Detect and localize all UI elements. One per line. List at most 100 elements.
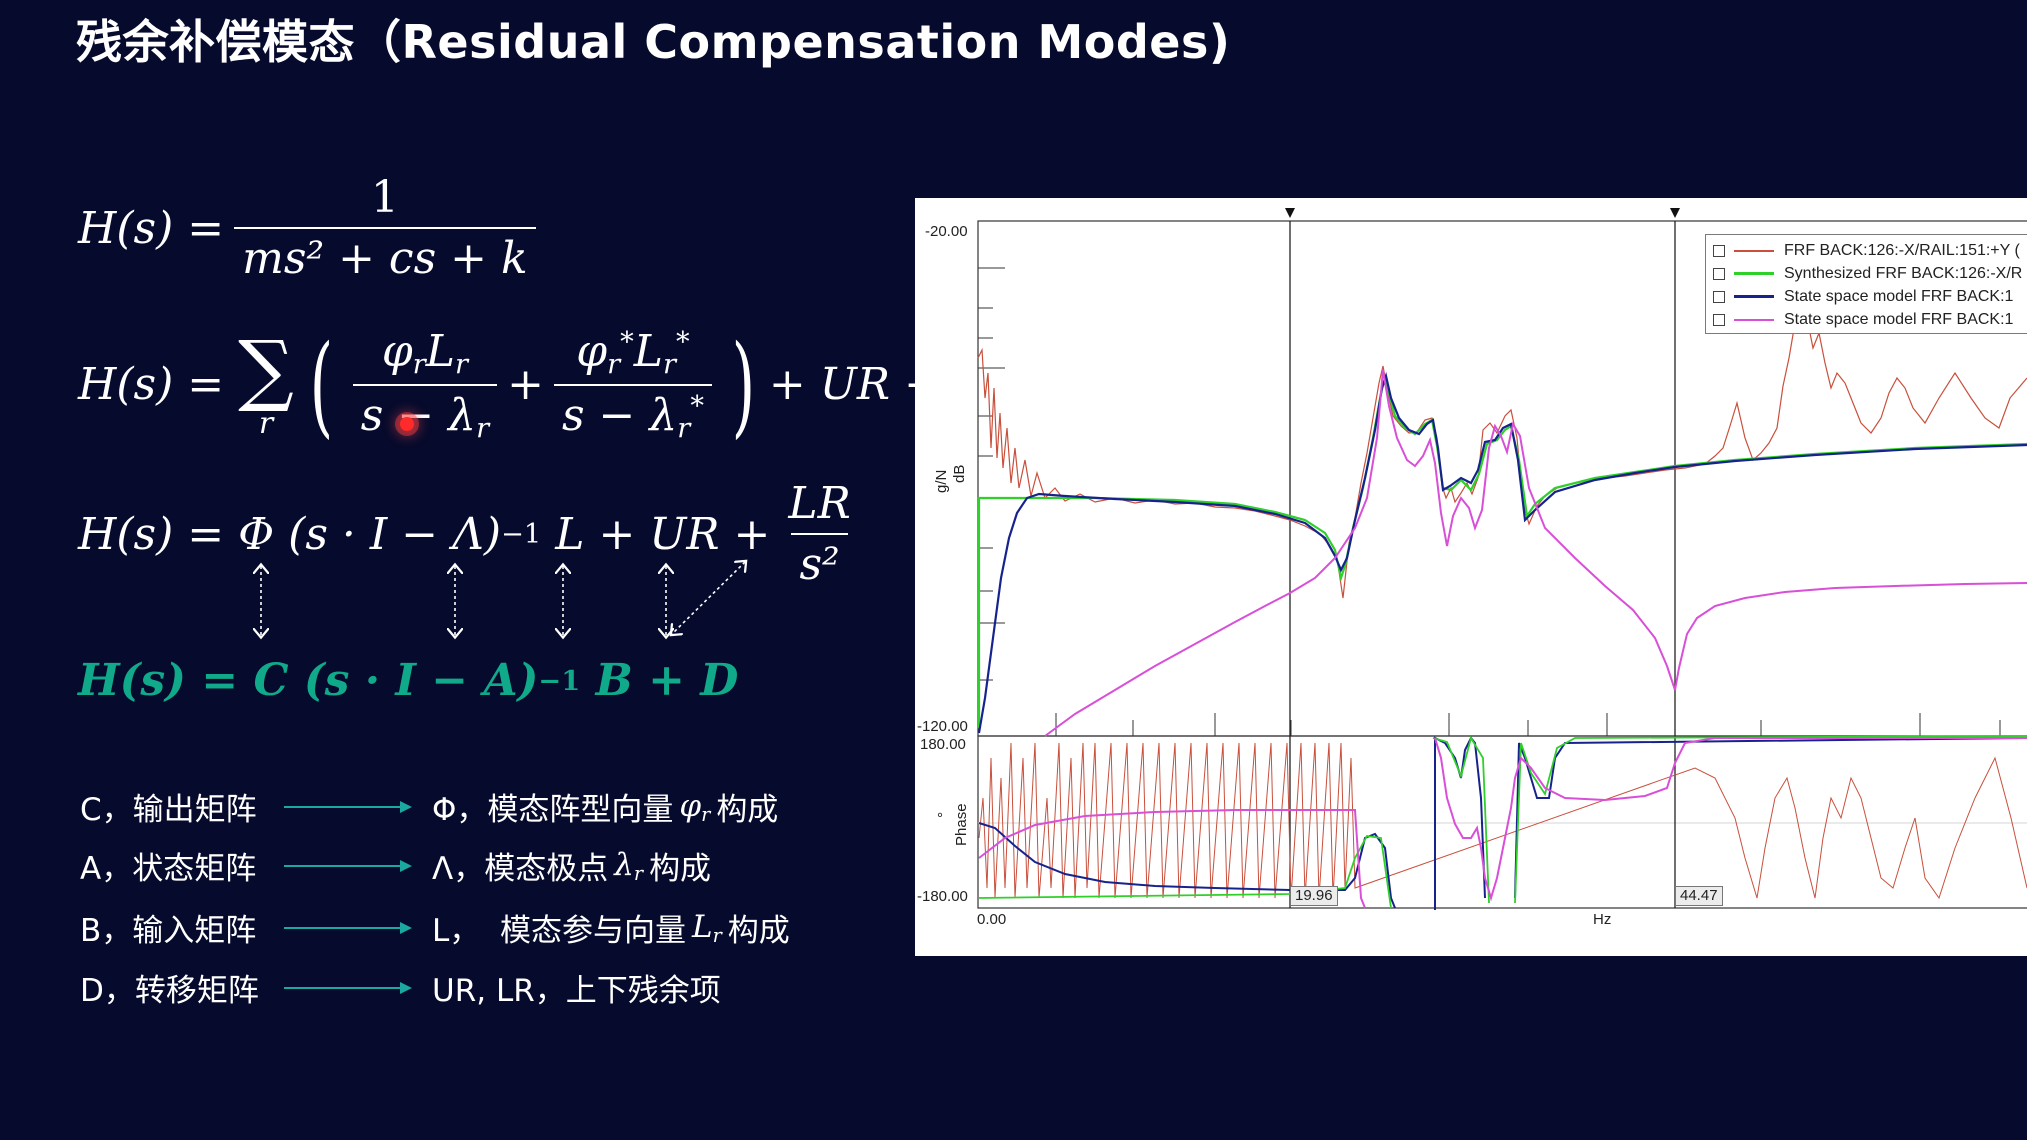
synthesized-frf-curve: [977, 373, 2027, 728]
cursor-markers[interactable]: [1285, 208, 1680, 908]
eq1-lhs: H(s) =: [78, 202, 225, 254]
legend-item[interactable]: State space model FRF BACK:1: [1706, 286, 2027, 307]
eq4-lhs: H(s) = C (s · I − A): [78, 655, 539, 706]
cursor-2-handle[interactable]: [1670, 208, 1680, 218]
arrow-lr-d: [672, 562, 745, 634]
mapping-right-text: UR, LR，上下残余项: [432, 973, 721, 1009]
legend-checkbox[interactable]: [1713, 244, 1725, 257]
state-space-magenta-curve: [1044, 369, 2027, 737]
legend-item[interactable]: Synthesized FRF BACK:126:-X/R: [1706, 263, 2027, 284]
frf-plot-svg: [977, 208, 2027, 910]
cursor-1-handle[interactable]: [1285, 208, 1295, 218]
mapping-arrow: [284, 980, 412, 996]
eq1-denominator: ms² + cs + k: [234, 227, 536, 284]
state-space-magenta-phase: [978, 737, 2027, 909]
mapping-arrow: [284, 799, 412, 815]
cursor-2-readout[interactable]: 44.47: [1675, 886, 1723, 906]
equation-transfer-function: H(s) = 1 ms² + cs + k: [78, 172, 546, 284]
mapping-right: UR, LR，上下残余项: [432, 965, 721, 1010]
mapping-symbol: Lr: [691, 908, 722, 947]
equation-modal-sum: H(s) = ∑ r ( φrLr s − λr + φr*Lr* s − λr…: [78, 326, 1039, 444]
legend-label: FRF BACK:126:-X/RAIL:151:+Y (: [1784, 241, 2020, 259]
mapping-right-text: Λ，模态极点: [432, 851, 609, 887]
mapping-suffix: 构成: [727, 913, 790, 949]
state-space-blue-phase: [978, 736, 2027, 910]
phase-top-tick: 180.00: [920, 736, 966, 753]
legend-swatch: [1734, 272, 1774, 275]
mapping-row-b: B，输入矩阵 L， 模态参与向量 Lr 构成: [80, 905, 790, 950]
equation-matrix-form: H(s) = Φ (s · I − Λ) −1 L + UR + LR s²: [78, 478, 869, 590]
legend-item[interactable]: State space model FRF BACK:1: [1706, 309, 2027, 330]
mapping-left: A，状态矩阵: [80, 851, 257, 887]
mapping-suffix: 构成: [649, 851, 712, 887]
mapping-row-a: A，状态矩阵 Λ，模态极点 λr 构成: [80, 843, 711, 888]
eq3-lhs: H(s) = Φ (s · I − Λ): [78, 508, 502, 560]
left-paren: (: [309, 320, 334, 449]
mapping-left: D，转移矩阵: [80, 973, 259, 1009]
legend-label: State space model FRF BACK:1: [1784, 310, 2014, 328]
measured-frf-curve: [977, 295, 2027, 599]
mapping-row-d: D，转移矩阵 UR, LR，上下残余项: [80, 965, 721, 1010]
frf-plot-panel: -20.00 -120.00 180.00 -180.00 0.00 Hz g/…: [915, 198, 2027, 956]
legend-label: Synthesized FRF BACK:126:-X/R: [1784, 264, 2023, 282]
right-paren: ): [731, 320, 756, 449]
eq2-term1-den: s − λr: [352, 383, 498, 444]
eq3-residual: LR s²: [780, 478, 858, 590]
eq2-term2: φr*Lr* s − λr*: [553, 326, 712, 444]
mapping-left: B，输入矩阵: [80, 913, 257, 949]
mapping-right: Λ，模态极点 λr 构成: [432, 843, 711, 888]
legend-swatch: [1734, 295, 1774, 298]
sum-symbol: ∑: [238, 324, 294, 415]
x-axis-units: Hz: [1593, 911, 1612, 928]
eq2-term2-num: φr*Lr*: [576, 326, 690, 380]
eq1-fraction: 1 ms² + cs + k: [234, 172, 536, 284]
mapping-symbol: λr: [614, 846, 644, 885]
mapping-suffix: 构成: [716, 792, 779, 828]
mapping-right-text: Φ，模态阵型向量: [432, 792, 674, 828]
measured-phase-curve: [978, 742, 2027, 900]
mag-scale-label: dB: [951, 464, 968, 483]
x-start-tick: 0.00: [977, 911, 1007, 928]
mapping-left: C，输出矩阵: [80, 792, 257, 828]
eq1-numerator: 1: [370, 172, 399, 223]
eq2-term2-den: s − λr*: [553, 383, 712, 444]
state-space-blue-curve: [977, 371, 2027, 734]
mag-units-label: g/N: [933, 469, 950, 493]
synthesized-phase: [978, 735, 2027, 909]
mapping-row-c: C，输出矩阵 Φ，模态阵型向量 φr 构成: [80, 784, 778, 829]
mapping-symbol: φr: [679, 787, 711, 826]
legend-checkbox[interactable]: [1713, 313, 1725, 326]
mouse-pointer-marker: [400, 417, 414, 431]
legend-item[interactable]: FRF BACK:126:-X/RAIL:151:+Y (: [1706, 240, 2027, 261]
plot-legend: FRF BACK:126:-X/RAIL:151:+Y ( Synthesize…: [1705, 234, 2027, 334]
plus-sign: +: [507, 359, 544, 411]
eq4-tail: B + D: [580, 655, 739, 706]
phase-plot-area: [977, 735, 2027, 909]
eq3-residual-den: s²: [791, 533, 848, 590]
legend-checkbox[interactable]: [1713, 267, 1725, 280]
phase-units-label: °: [937, 810, 943, 827]
eq2-term1-num: φrLr: [381, 326, 468, 380]
mapping-right: L， 模态参与向量 Lr 构成: [432, 905, 790, 950]
mapping-arrow: [284, 920, 412, 936]
mapping-right-text: L， 模态参与向量: [432, 913, 686, 949]
legend-label: State space model FRF BACK:1: [1784, 287, 2014, 305]
eq3-mid: L + UR +: [541, 508, 771, 560]
mapping-arrow: [284, 858, 412, 874]
eq2-tail: + UR +: [768, 359, 941, 411]
phase-bottom-tick: -180.00: [917, 888, 968, 905]
legend-swatch: [1734, 249, 1774, 252]
eq2-term1: φrLr s − λr: [352, 326, 498, 444]
mag-top-tick: -20.00: [925, 223, 968, 240]
mapping-right: Φ，模态阵型向量 φr 构成: [432, 784, 778, 829]
eq3-exponent: −1: [501, 518, 542, 550]
mag-bottom-tick: -120.00: [917, 718, 968, 735]
legend-checkbox[interactable]: [1713, 290, 1725, 303]
eq2-summation: ∑ r: [238, 331, 294, 439]
phase-label: Phase: [953, 803, 970, 846]
legend-swatch: [1734, 318, 1774, 321]
slide-title: 残余补偿模态（Residual Compensation Modes): [76, 15, 1231, 69]
sum-index: r: [258, 405, 274, 441]
cursor-1-readout[interactable]: 19.96: [1290, 886, 1338, 906]
